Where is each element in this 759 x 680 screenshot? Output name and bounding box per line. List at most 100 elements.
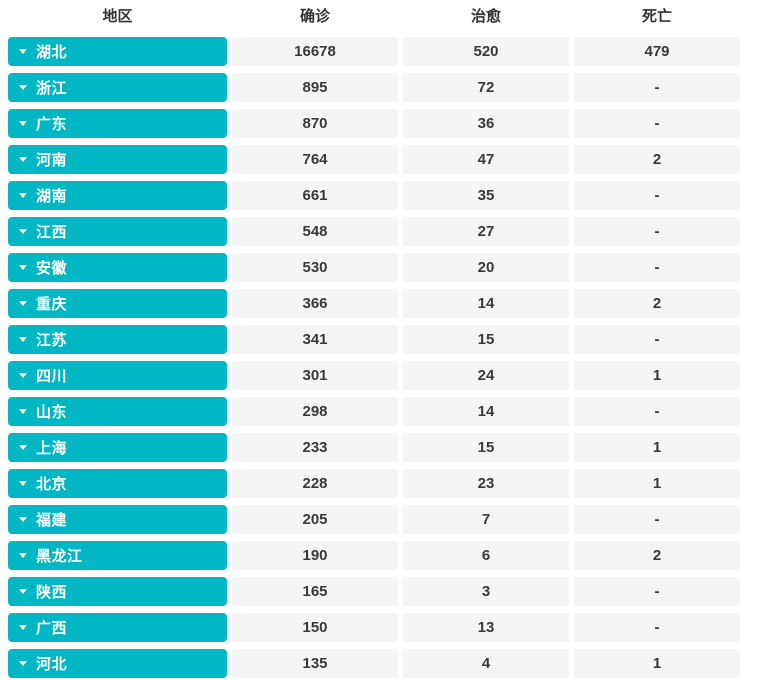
dead-count-cell: - — [574, 325, 740, 354]
region-expand-cell[interactable]: 黑龙江 — [8, 541, 227, 570]
confirmed-count-cell: 548 — [232, 217, 398, 246]
dead-count-cell: - — [574, 253, 740, 282]
region-label: 山东 — [36, 404, 68, 421]
caret-down-icon — [19, 301, 27, 306]
header-confirmed: 确诊 — [299, 7, 330, 25]
confirmed-count-cell: 233 — [232, 433, 398, 462]
region-expand-cell[interactable]: 北京 — [8, 469, 227, 498]
region-expand-cell[interactable]: 福建 — [8, 505, 227, 534]
caret-down-icon — [19, 409, 27, 414]
cured-count-cell: 24 — [403, 361, 569, 390]
table-row: 江苏 341 15 - — [8, 325, 748, 354]
header-cured: 治愈 — [470, 7, 501, 25]
dead-count-cell: 1 — [574, 469, 740, 498]
header-dead: 死亡 — [641, 7, 672, 25]
cured-count-cell: 7 — [403, 505, 569, 534]
table-header: 地区 确诊 治愈 死亡 — [8, 0, 748, 30]
region-expand-cell[interactable]: 陕西 — [8, 577, 227, 606]
table-row: 河南 764 47 2 — [8, 145, 748, 174]
caret-down-icon — [19, 373, 27, 378]
dead-count-cell: 479 — [574, 37, 740, 66]
caret-down-icon — [19, 193, 27, 198]
cured-count-cell: 3 — [403, 577, 569, 606]
table-row: 广西 150 13 - — [8, 613, 748, 642]
caret-down-icon — [19, 337, 27, 342]
table-row: 江西 548 27 - — [8, 217, 748, 246]
caret-down-icon — [19, 265, 27, 270]
cured-count-cell: 15 — [403, 325, 569, 354]
region-label: 福建 — [36, 512, 68, 529]
region-expand-cell[interactable]: 安徽 — [8, 253, 227, 282]
table-row: 山东 298 14 - — [8, 397, 748, 426]
region-expand-cell[interactable]: 河南 — [8, 145, 227, 174]
table-row: 湖南 661 35 - — [8, 181, 748, 210]
confirmed-count-cell: 764 — [232, 145, 398, 174]
region-label: 江西 — [36, 224, 68, 241]
confirmed-count-cell: 366 — [232, 289, 398, 318]
confirmed-count-cell: 301 — [232, 361, 398, 390]
table-row: 河北 135 4 1 — [8, 649, 748, 678]
caret-down-icon — [19, 49, 27, 54]
dead-count-cell: 2 — [574, 145, 740, 174]
table-row: 重庆 366 14 2 — [8, 289, 748, 318]
region-label: 广东 — [36, 116, 68, 133]
region-label: 上海 — [36, 440, 68, 457]
confirmed-count-cell: 661 — [232, 181, 398, 210]
cured-count-cell: 14 — [403, 397, 569, 426]
region-expand-cell[interactable]: 江西 — [8, 217, 227, 246]
region-expand-cell[interactable]: 四川 — [8, 361, 227, 390]
table-row: 湖北 16678 520 479 — [8, 37, 748, 66]
table-body: 湖北 16678 520 479 浙江 895 72 - 广东 870 36 -… — [8, 37, 748, 678]
region-expand-cell[interactable]: 广西 — [8, 613, 227, 642]
region-label: 广西 — [36, 620, 68, 637]
confirmed-count-cell: 150 — [232, 613, 398, 642]
dead-count-cell: - — [574, 577, 740, 606]
confirmed-count-cell: 895 — [232, 73, 398, 102]
caret-down-icon — [19, 121, 27, 126]
caret-down-icon — [19, 517, 27, 522]
table-row: 北京 228 23 1 — [8, 469, 748, 498]
table-row: 安徽 530 20 - — [8, 253, 748, 282]
region-expand-cell[interactable]: 湖南 — [8, 181, 227, 210]
caret-down-icon — [19, 625, 27, 630]
region-label: 黑龙江 — [36, 548, 83, 565]
cured-count-cell: 15 — [403, 433, 569, 462]
table-row: 黑龙江 190 6 2 — [8, 541, 748, 570]
region-expand-cell[interactable]: 江苏 — [8, 325, 227, 354]
caret-down-icon — [19, 157, 27, 162]
dead-count-cell: - — [574, 181, 740, 210]
region-label: 安徽 — [36, 260, 68, 277]
caret-down-icon — [19, 445, 27, 450]
region-expand-cell[interactable]: 河北 — [8, 649, 227, 678]
region-expand-cell[interactable]: 浙江 — [8, 73, 227, 102]
caret-down-icon — [19, 553, 27, 558]
region-expand-cell[interactable]: 广东 — [8, 109, 227, 138]
cured-count-cell: 4 — [403, 649, 569, 678]
confirmed-count-cell: 341 — [232, 325, 398, 354]
region-expand-cell[interactable]: 山东 — [8, 397, 227, 426]
cured-count-cell: 13 — [403, 613, 569, 642]
confirmed-count-cell: 135 — [232, 649, 398, 678]
region-expand-cell[interactable]: 上海 — [8, 433, 227, 462]
dead-count-cell: 1 — [574, 361, 740, 390]
region-label: 重庆 — [36, 296, 68, 313]
confirmed-count-cell: 190 — [232, 541, 398, 570]
dead-count-cell: - — [574, 73, 740, 102]
region-expand-cell[interactable]: 重庆 — [8, 289, 227, 318]
cured-count-cell: 72 — [403, 73, 569, 102]
table-row: 广东 870 36 - — [8, 109, 748, 138]
region-label: 湖南 — [36, 188, 68, 205]
region-expand-cell[interactable]: 湖北 — [8, 37, 227, 66]
dead-count-cell: 1 — [574, 649, 740, 678]
confirmed-count-cell: 530 — [232, 253, 398, 282]
caret-down-icon — [19, 229, 27, 234]
cured-count-cell: 36 — [403, 109, 569, 138]
table-row: 福建 205 7 - — [8, 505, 748, 534]
region-label: 河北 — [36, 656, 68, 673]
dead-count-cell: - — [574, 397, 740, 426]
table-row: 浙江 895 72 - — [8, 73, 748, 102]
dead-count-cell: - — [574, 109, 740, 138]
region-label: 江苏 — [36, 332, 68, 349]
region-label: 陕西 — [36, 584, 68, 601]
